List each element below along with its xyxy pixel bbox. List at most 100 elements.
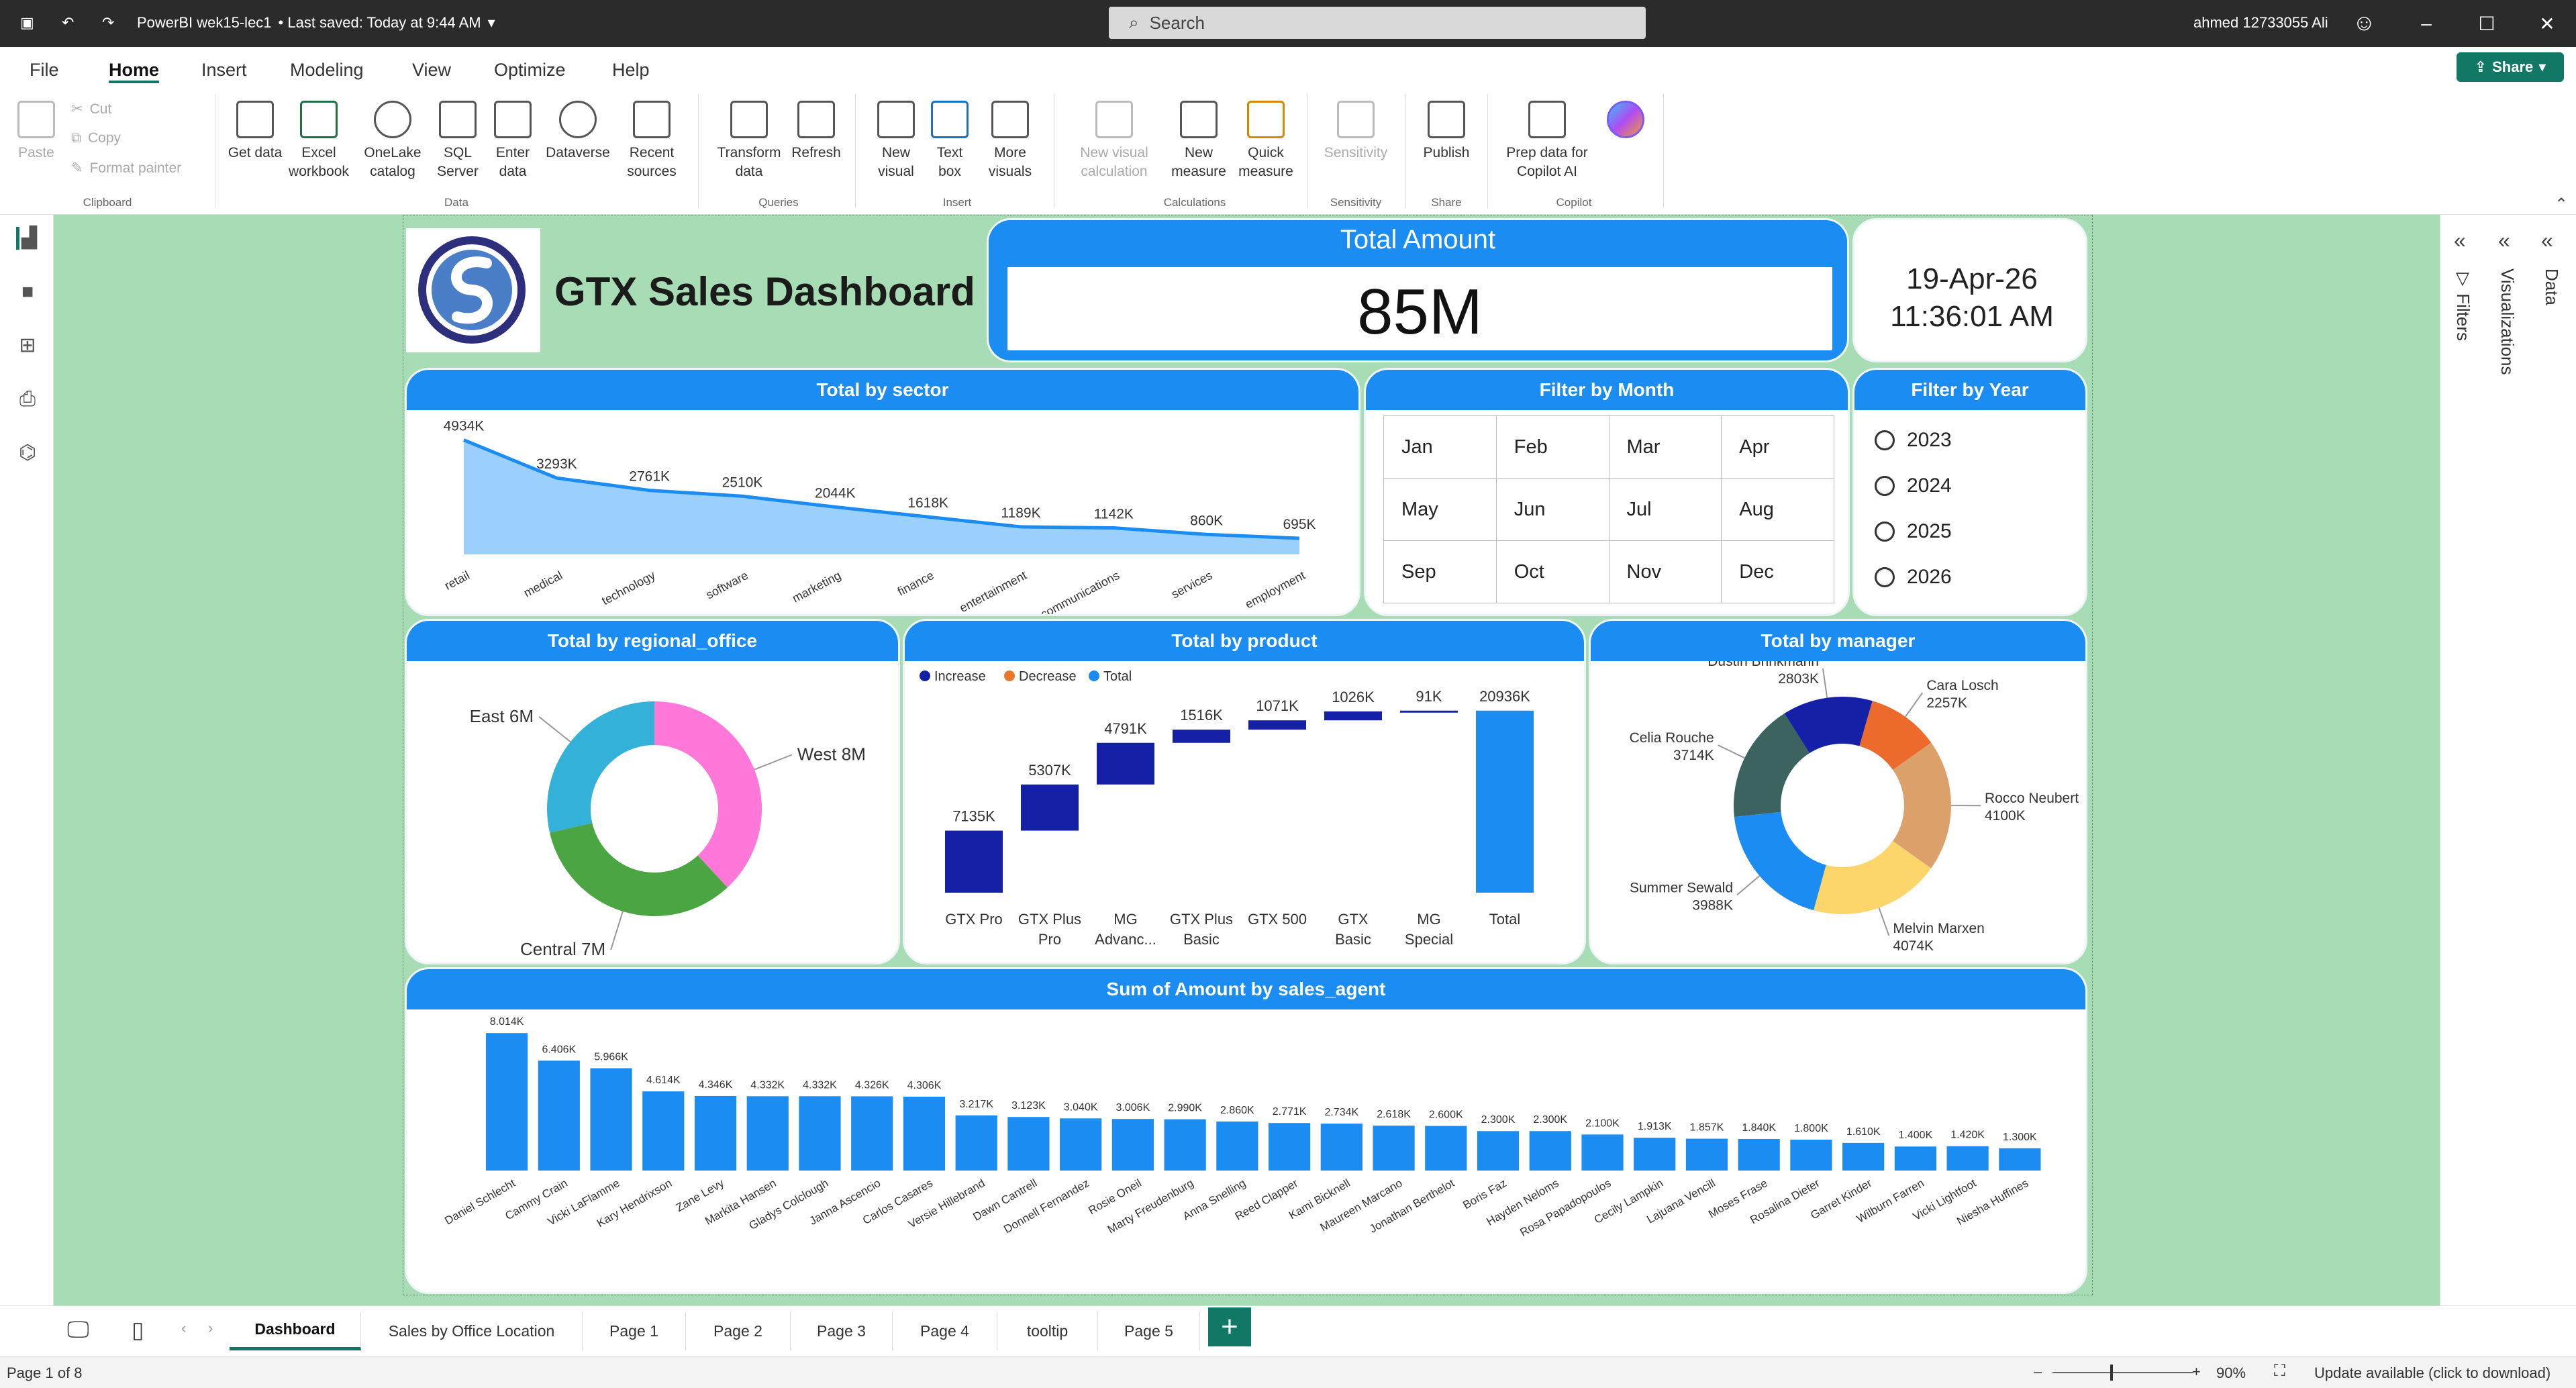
desktop-layout-icon[interactable]: 🖵 xyxy=(67,1317,89,1342)
year-option-2025[interactable]: 2025 xyxy=(1875,520,1952,543)
onelake-catalog-button[interactable]: OneLake catalog xyxy=(356,101,430,181)
zoom-slider[interactable] xyxy=(2052,1372,2193,1373)
dax-query-icon[interactable]: ⎙ xyxy=(19,388,36,410)
page-tab-sales-by-office[interactable]: Sales by Office Location xyxy=(361,1311,583,1350)
dataverse-button[interactable]: Dataverse xyxy=(541,101,615,162)
save-icon[interactable]: ▣ xyxy=(20,14,34,31)
month-option-sep[interactable]: Sep xyxy=(1384,541,1497,603)
new-measure-button[interactable]: New measure xyxy=(1165,101,1232,181)
scroll-right-icon[interactable]: › xyxy=(208,1320,213,1336)
page-tab-page-4[interactable]: Page 4 xyxy=(893,1311,997,1350)
update-notice[interactable]: Update available (click to download) xyxy=(2314,1365,2551,1381)
prep-data-copilot-button[interactable]: Prep data for Copilot AI xyxy=(1497,101,1597,181)
cut-button[interactable]: ✂ Cut xyxy=(71,101,111,117)
model-view-icon[interactable]: ⊞ xyxy=(19,334,36,356)
new-visual-button[interactable]: New visual xyxy=(866,101,926,181)
menu-insert[interactable]: Insert xyxy=(201,60,247,80)
menu-modeling[interactable]: Modeling xyxy=(290,60,364,80)
format-painter-button[interactable]: ✎ Format painter xyxy=(71,160,181,177)
month-option-aug[interactable]: Aug xyxy=(1722,479,1834,541)
filters-pane-tab[interactable]: ▽ Filters xyxy=(2453,268,2473,341)
redo-icon[interactable]: ↷ xyxy=(102,14,115,31)
new-visual-calculation-button[interactable]: New visual calculation xyxy=(1060,101,1168,181)
chevron-down-icon: ▾ xyxy=(487,14,495,31)
page-tab-dashboard[interactable]: Dashboard xyxy=(230,1311,361,1350)
sector-chart-card[interactable]: Total by sector 4934K retail 3293K medical 2… xyxy=(405,368,1360,616)
paste-button[interactable]: Paste xyxy=(16,101,56,162)
month-option-oct[interactable]: Oct xyxy=(1496,541,1609,603)
page-tab-page-5[interactable]: Page 5 xyxy=(1098,1311,1200,1350)
menu-view[interactable]: View xyxy=(412,60,452,80)
product-card[interactable]: Total by product Increase Decrease Total 71… xyxy=(903,619,1586,964)
quick-measure-button[interactable]: Quick measure xyxy=(1232,101,1299,181)
menu-home[interactable]: Home xyxy=(109,56,160,83)
copy-button[interactable]: ⧉ Copy xyxy=(71,130,121,146)
month-option-nov[interactable]: Nov xyxy=(1609,541,1722,603)
zoom-out-icon[interactable]: – xyxy=(2034,1363,2042,1380)
scroll-left-icon[interactable]: ‹ xyxy=(181,1320,187,1336)
close-button[interactable]: ✕ xyxy=(2539,13,2555,34)
mobile-layout-icon[interactable]: ▯ xyxy=(132,1318,144,1343)
table-view-icon[interactable]: ■ xyxy=(21,281,34,303)
add-page-button[interactable]: + xyxy=(1208,1307,1251,1346)
excel-workbook-button[interactable]: Excel workbook xyxy=(282,101,356,181)
year-option-2024[interactable]: 2024 xyxy=(1875,475,1952,497)
menu-optimize[interactable]: Optimize xyxy=(494,60,566,80)
zoom-slider-thumb[interactable] xyxy=(2110,1365,2113,1381)
region-slice-central xyxy=(550,823,728,916)
undo-icon[interactable]: ↶ xyxy=(62,14,75,31)
manager-card[interactable]: Total by manager Cara Losch 2257K Rocco Ne… xyxy=(1589,619,2087,964)
expand-data-icon[interactable]: « xyxy=(2541,228,2553,252)
total-amount-card[interactable]: Total Amount 85M xyxy=(987,218,1849,362)
month-option-jan[interactable]: Jan xyxy=(1384,416,1497,479)
regional-office-card[interactable]: Total by regional_office West 8M Central … xyxy=(405,619,900,964)
month-option-dec[interactable]: Dec xyxy=(1722,541,1834,603)
page-tab-page-1[interactable]: Page 1 xyxy=(583,1311,686,1350)
month-option-jun[interactable]: Jun xyxy=(1496,479,1609,541)
page-tab-page-3[interactable]: Page 3 xyxy=(791,1311,893,1350)
enter-data-button[interactable]: Enter data xyxy=(485,101,541,181)
month-option-apr[interactable]: Apr xyxy=(1722,416,1834,479)
product-tick-label: GTX Pro xyxy=(945,911,1003,928)
menu-file[interactable]: File xyxy=(30,60,59,80)
share-button[interactable]: ⇪ Share ▾ xyxy=(2457,52,2564,82)
month-option-may[interactable]: May xyxy=(1384,479,1497,541)
month-option-mar[interactable]: Mar xyxy=(1609,416,1722,479)
legend-label: Increase xyxy=(934,669,986,684)
file-title-area[interactable]: PowerBI wek15-lec1 • Last saved: Today a… xyxy=(137,9,495,36)
zoom-level[interactable]: 90% xyxy=(2216,1365,2246,1381)
refresh-button[interactable]: Refresh xyxy=(783,101,850,162)
report-view-icon[interactable]: ▟ xyxy=(16,227,39,250)
month-option-feb[interactable]: Feb xyxy=(1496,416,1609,479)
expand-filters-icon[interactable]: « xyxy=(2454,228,2466,252)
maximize-button[interactable]: ☐ xyxy=(2478,13,2495,34)
get-data-button[interactable]: Get data xyxy=(221,101,289,162)
text-box-button[interactable]: Text box xyxy=(920,101,980,181)
page-tab-tooltip[interactable]: tooltip xyxy=(997,1311,1098,1350)
data-pane-tab[interactable]: Data xyxy=(2542,268,2562,305)
search-input[interactable]: ⌕ Search xyxy=(1109,7,1646,39)
sql-server-button[interactable]: SQL Server xyxy=(430,101,486,181)
zoom-in-icon[interactable]: + xyxy=(2192,1363,2201,1380)
copilot-button[interactable] xyxy=(1599,101,1652,144)
tmdl-view-icon[interactable]: ⌬ xyxy=(18,442,37,464)
expand-visualizations-icon[interactable]: « xyxy=(2498,228,2510,252)
group-data: Data xyxy=(444,196,468,209)
publish-button[interactable]: Publish xyxy=(1416,101,1477,162)
menu-help[interactable]: Help xyxy=(612,60,650,80)
year-option-2026[interactable]: 2026 xyxy=(1875,566,1952,589)
fit-to-page-icon[interactable]: ⛶ xyxy=(2274,1362,2285,1380)
collapse-ribbon-icon[interactable]: ⌃ xyxy=(2555,195,2569,213)
sales-agent-card[interactable]: Sum of Amount by sales_agent 8.014K Danie… xyxy=(405,967,2087,1294)
minimize-button[interactable]: – xyxy=(2421,13,2432,34)
recent-sources-button[interactable]: Recent sources xyxy=(615,101,689,181)
more-visuals-button[interactable]: More visuals xyxy=(973,101,1047,181)
month-option-jul[interactable]: Jul xyxy=(1609,479,1722,541)
page-tab-page-2[interactable]: Page 2 xyxy=(686,1311,791,1350)
transform-data-button[interactable]: Transform data xyxy=(709,101,789,181)
visualizations-pane-tab[interactable]: Visualizations xyxy=(2497,268,2518,375)
sector-data-label: 695K xyxy=(1283,517,1316,532)
year-option-2023[interactable]: 2023 xyxy=(1875,429,1952,452)
sensitivity-button[interactable]: Sensitivity xyxy=(1316,101,1396,162)
avatar[interactable]: ☺ xyxy=(2352,9,2376,36)
